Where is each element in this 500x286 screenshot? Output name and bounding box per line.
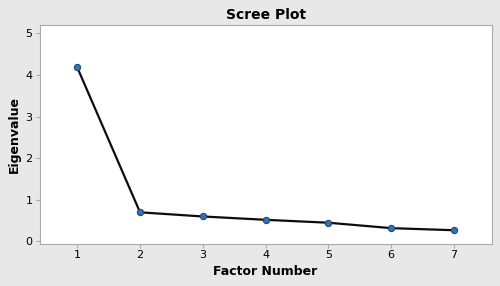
X-axis label: Factor Number: Factor Number: [214, 265, 318, 278]
Title: Scree Plot: Scree Plot: [226, 8, 306, 22]
Y-axis label: Eigenvalue: Eigenvalue: [8, 96, 22, 173]
